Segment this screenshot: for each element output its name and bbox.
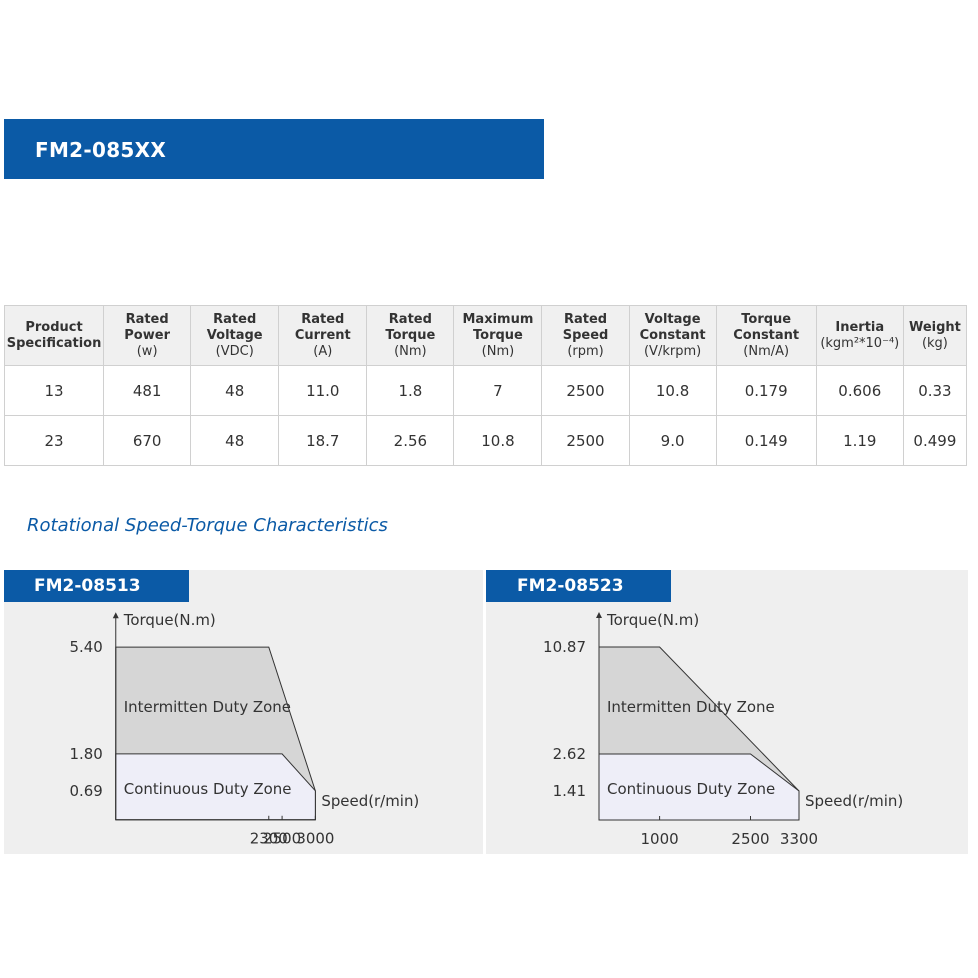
x-tick-label: 2500 <box>263 830 301 848</box>
y-tick-label: 2.62 <box>553 745 586 763</box>
table-cell: 48 <box>190 415 280 466</box>
spec-table: Product Specification Rated Power (w) Rated Vo… <box>3 305 968 466</box>
intermittent-zone-label: Intermitten Duty Zone <box>607 698 775 716</box>
x-tick-label: 1000 <box>641 830 679 848</box>
column-header: Rated Torque (Nm) <box>366 305 455 366</box>
table-cell: 10.8 <box>453 415 543 466</box>
column-header: Maximum Torque (Nm) <box>453 305 543 366</box>
table-cell: 23 <box>3 415 105 466</box>
column-header: Inertia (kgm²*10⁻⁴) <box>815 305 904 366</box>
table-cell: 2.56 <box>366 415 455 466</box>
y-tick-label: 10.87 <box>543 638 586 656</box>
table-cell: 1.19 <box>815 415 904 466</box>
table-cell: 13 <box>3 365 105 416</box>
table-cell: 18.7 <box>278 415 368 466</box>
table-header-row: Product Specification Rated Power (w) Rated Vo… <box>3 305 968 366</box>
column-header: Voltage Constant (V/krpm) <box>628 305 717 366</box>
y-axis-arrow <box>112 612 119 619</box>
chart-panel-08513: 2300 2500 3000 5.40 1.80 0.69 Torque(N.m) Speed… <box>4 570 483 854</box>
table-cell: 0.606 <box>815 365 904 416</box>
y-axis-label: Torque(N.m) <box>606 611 699 629</box>
y-tick-label: 0.69 <box>69 782 102 800</box>
column-header: Rated Voltage (VDC) <box>190 305 280 366</box>
chart-tag: FM2-08523 <box>486 570 671 602</box>
y-axis-arrow <box>596 612 602 618</box>
column-header: Torque Constant (Nm/A) <box>715 305 817 366</box>
model-title: FM2-085XX <box>35 138 167 162</box>
y-axis-label: Torque(N.m) <box>123 611 216 629</box>
table-cell: 48 <box>190 365 280 416</box>
table-row: 13 481 48 11.0 1.8 7 2500 10.8 0.179 0.606 0.33 <box>3 365 968 416</box>
column-header: Rated Power (w) <box>103 305 192 366</box>
table-cell: 1.8 <box>366 365 455 416</box>
table-cell: 0.179 <box>715 365 817 416</box>
x-tick-label: 3300 <box>780 830 818 848</box>
column-header: Rated Current (A) <box>278 305 368 366</box>
table-cell: 0.33 <box>902 365 968 416</box>
table-cell: 9.0 <box>628 415 717 466</box>
column-header: Product Specification <box>3 305 105 366</box>
table-cell: 481 <box>103 365 192 416</box>
x-tick-label: 2300 <box>250 830 288 848</box>
table-row: 23 670 48 18.7 2.56 10.8 2500 9.0 0.149 1.19 0.499 <box>3 415 968 466</box>
table-cell: 2500 <box>541 365 630 416</box>
chart-tag: FM2-08513 <box>4 570 189 602</box>
y-tick-label: 1.80 <box>69 745 102 763</box>
y-tick-label: 5.40 <box>69 638 102 656</box>
section-title: Rotational Speed-Torque Characteristics <box>27 515 388 536</box>
table-cell: 2500 <box>541 415 630 466</box>
x-tick-label: 2500 <box>731 830 769 848</box>
table-cell: 670 <box>103 415 192 466</box>
speed-torque-chart: 1000 2500 3300 10.87 2.62 1.41 Torque(N.m) Spee… <box>543 611 903 848</box>
intermittent-zone-label: Intermitten Duty Zone <box>124 698 291 716</box>
chart-panel-08523: 1000 2500 3300 10.87 2.62 1.41 Torque(N.m) Spee… <box>486 570 968 854</box>
continuous-zone-label: Continuous Duty Zone <box>607 780 775 798</box>
table-cell: 0.499 <box>902 415 968 466</box>
x-tick-label: 3000 <box>296 830 334 848</box>
table-cell: 11.0 <box>278 365 368 416</box>
column-header: Weight (kg) <box>902 305 968 366</box>
table-cell: 10.8 <box>628 365 717 416</box>
x-axis-label: Speed(r/min) <box>805 792 903 810</box>
x-axis-label: Speed(r/min) <box>321 792 419 810</box>
table-cell: 0.149 <box>715 415 817 466</box>
column-header: Rated Speed (rpm) <box>541 305 630 366</box>
continuous-zone-label: Continuous Duty Zone <box>124 780 292 798</box>
table-cell: 7 <box>453 365 543 416</box>
y-tick-label: 1.41 <box>553 782 586 800</box>
model-banner: FM2-085XX <box>4 119 544 179</box>
